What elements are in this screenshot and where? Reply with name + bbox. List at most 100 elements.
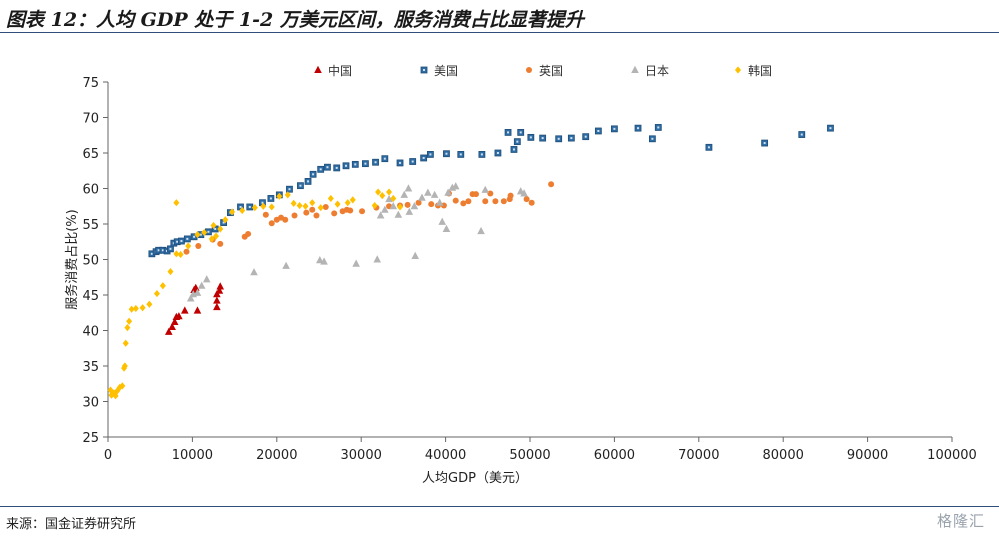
data-point: [548, 181, 555, 188]
y-tick-label: 70: [82, 112, 99, 127]
data-point: [282, 216, 289, 223]
data-point: [428, 201, 435, 208]
y-tick-label: 75: [82, 76, 99, 91]
data-point: [415, 199, 422, 206]
data-point-inner: [651, 137, 654, 140]
data-point: [313, 212, 320, 219]
scatter-chart: 25 30 35 40 45 50 55 60 65 70 75 0 10000 20000 30000 40…: [64, 63, 977, 486]
data-point: [250, 268, 258, 276]
data-point-inner: [176, 240, 179, 243]
data-point-inner: [193, 235, 196, 238]
data-point-inner: [345, 164, 348, 167]
data-point: [170, 317, 179, 325]
data-point-inner: [248, 205, 251, 208]
data-point-inner: [199, 233, 202, 236]
data-point: [195, 243, 202, 250]
data-point: [122, 339, 129, 347]
data-point: [216, 282, 225, 290]
data-point: [430, 190, 439, 198]
data-point: [390, 194, 397, 203]
data-point: [191, 283, 200, 291]
data-point-inner: [637, 127, 640, 130]
data-point-inner: [519, 131, 522, 134]
y-tick-label: 45: [82, 289, 99, 304]
data-point: [309, 206, 316, 213]
data-point: [347, 207, 354, 214]
data-point-inner: [299, 184, 302, 187]
data-point-inner: [364, 162, 367, 165]
data-point: [405, 207, 414, 215]
data-point: [451, 182, 460, 190]
data-point: [507, 192, 514, 199]
data-point-inner: [383, 157, 386, 160]
series-2: [148, 124, 834, 258]
data-point: [317, 204, 324, 212]
data-point-inner: [763, 142, 766, 145]
y-tick-label: 30: [82, 396, 99, 411]
data-point: [373, 255, 382, 263]
data-point: [389, 202, 398, 210]
data-point-inner: [541, 137, 544, 140]
data-point: [215, 286, 224, 294]
data-point: [167, 267, 174, 276]
data-point: [381, 205, 389, 213]
data-point: [344, 199, 351, 207]
data-point-inner: [570, 137, 573, 140]
data-point-inner: [186, 237, 189, 240]
data-point: [482, 198, 489, 205]
x-tick-label: 90000: [847, 448, 888, 463]
legend-marker-2-inner: [423, 69, 425, 71]
x-tick-label: 50000: [509, 448, 550, 463]
header-divider: [0, 32, 999, 33]
data-point: [316, 256, 324, 264]
data-point: [379, 192, 386, 200]
data-point: [411, 251, 420, 259]
data-point: [124, 324, 131, 332]
data-point: [375, 188, 382, 196]
y-tick-label: 55: [82, 218, 99, 233]
data-point: [159, 282, 166, 290]
data-point: [376, 211, 385, 219]
data-point: [193, 288, 202, 296]
legend-label-4: 日本: [645, 64, 669, 78]
data-point: [194, 231, 201, 239]
y-tick-label: 40: [82, 325, 99, 340]
data-point: [438, 217, 447, 225]
y-tick-label: 65: [82, 147, 99, 162]
data-point: [492, 198, 499, 205]
data-point: [397, 203, 404, 211]
data-point: [181, 306, 189, 314]
data-point: [327, 194, 334, 203]
data-point: [302, 202, 309, 210]
data-point: [386, 188, 393, 196]
legend-label-3: 英国: [539, 64, 563, 78]
data-point: [153, 289, 160, 298]
source-note: 来源：国金证券研究所: [6, 517, 137, 532]
data-point-inner: [319, 168, 322, 171]
data-point: [193, 306, 202, 314]
data-point: [465, 198, 472, 205]
data-point-inner: [480, 153, 483, 156]
data-point: [202, 275, 211, 283]
data-point: [268, 203, 275, 211]
x-tick-label: 70000: [678, 448, 719, 463]
data-point: [444, 188, 452, 196]
data-point-inner: [214, 227, 217, 230]
data-point: [197, 281, 206, 289]
data-point: [213, 296, 221, 304]
data-point: [139, 304, 146, 312]
page-title: 图表 12：人均 GDP 处于 1-2 万美元区间，服务消费占比显著提升: [6, 9, 584, 31]
data-point-inner: [411, 160, 414, 163]
data-point-inner: [307, 180, 310, 183]
data-point: [296, 201, 303, 210]
x-tick-label: 40000: [425, 448, 466, 463]
data-point-inner: [507, 131, 510, 134]
data-point: [208, 235, 215, 243]
y-tick-label: 50: [82, 254, 99, 269]
data-point-inner: [829, 127, 832, 130]
x-tick-label: 20000: [256, 448, 297, 463]
data-point-inner: [584, 135, 587, 138]
data-point: [334, 200, 341, 208]
data-point: [132, 304, 139, 313]
y-tick-label: 35: [82, 360, 99, 375]
